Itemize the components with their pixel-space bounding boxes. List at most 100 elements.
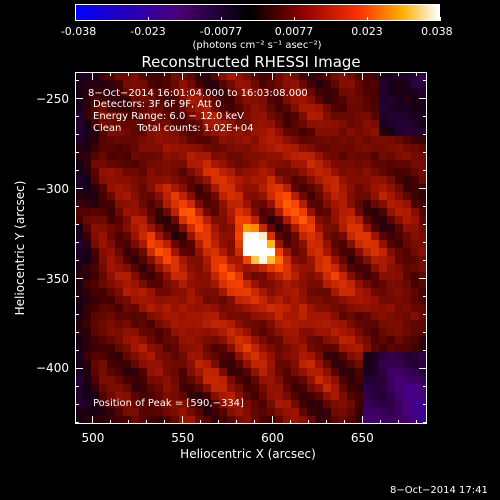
x-minor-tick xyxy=(343,72,345,76)
heatmap-cell xyxy=(99,408,108,417)
heatmap-cell xyxy=(107,184,116,193)
heatmap-cell xyxy=(91,320,100,329)
heatmap-cell xyxy=(355,248,364,257)
heatmap-cell xyxy=(75,240,84,249)
heatmap-cell xyxy=(411,264,420,273)
heatmap-cell xyxy=(307,72,316,81)
heatmap-cell xyxy=(99,120,108,129)
heatmap-cell xyxy=(267,232,276,241)
heatmap-cell xyxy=(323,136,332,145)
heatmap-cell xyxy=(299,232,308,241)
heatmap-cell xyxy=(259,104,268,113)
heatmap-cell xyxy=(299,200,308,209)
heatmap-cell xyxy=(243,88,252,97)
x-tick-label: 550 xyxy=(171,431,195,445)
heatmap-cell xyxy=(83,160,92,169)
heatmap-cell xyxy=(307,328,316,337)
x-minor-tick xyxy=(146,420,148,424)
heatmap-cell xyxy=(315,328,324,337)
heatmap-cell xyxy=(171,104,180,113)
heatmap-cell xyxy=(411,240,420,249)
heatmap-cell xyxy=(179,160,188,169)
colorbar-tick-mark xyxy=(293,17,295,21)
heatmap-cell xyxy=(163,392,172,401)
heatmap-cell xyxy=(99,368,108,377)
heatmap-cell xyxy=(187,208,196,217)
heatmap-cell xyxy=(139,360,148,369)
heatmap-cell xyxy=(131,360,140,369)
heatmap-cell xyxy=(323,360,332,369)
x-minor-tick xyxy=(236,420,238,424)
heatmap-cell xyxy=(283,80,292,89)
x-minor-tick xyxy=(325,72,327,76)
heatmap-cell xyxy=(139,144,148,153)
heatmap-cell xyxy=(307,136,316,145)
heatmap-cell xyxy=(251,96,260,105)
heatmap-cell xyxy=(331,88,340,97)
heatmap-cell xyxy=(395,256,404,265)
heatmap-cell xyxy=(323,392,332,401)
heatmap-cell xyxy=(419,264,427,273)
heatmap-cell xyxy=(107,256,116,265)
heatmap-cell xyxy=(235,360,244,369)
heatmap-cell xyxy=(315,200,324,209)
heatmap-cell xyxy=(131,272,140,281)
heatmap-cell xyxy=(419,248,427,257)
heatmap-cell xyxy=(387,352,396,361)
heatmap-cell xyxy=(83,192,92,201)
heatmap-cell xyxy=(75,408,84,417)
heatmap-cell xyxy=(163,136,172,145)
heatmap-cell xyxy=(147,280,156,289)
heatmap-cell xyxy=(379,136,388,145)
x-minor-tick xyxy=(397,72,399,76)
heatmap-cell xyxy=(91,312,100,321)
heatmap-cell xyxy=(171,88,180,97)
heatmap-cell xyxy=(203,216,212,225)
colorbar-tick-mark xyxy=(220,17,222,21)
heatmap-cell xyxy=(75,112,84,121)
heatmap-cell xyxy=(363,184,372,193)
heatmap-cell xyxy=(307,384,316,393)
heatmap-cell xyxy=(331,240,340,249)
x-tick-mark xyxy=(361,72,363,80)
heatmap-cell xyxy=(267,208,276,217)
heatmap-cell xyxy=(347,328,356,337)
heatmap-cell xyxy=(395,80,404,89)
heatmap-cell xyxy=(283,336,292,345)
heatmap-cell xyxy=(403,248,412,257)
heatmap-cell xyxy=(147,376,156,385)
heatmap-cell xyxy=(355,176,364,185)
heatmap-cell xyxy=(283,144,292,153)
heatmap-cell xyxy=(419,280,427,289)
heatmap-cell xyxy=(387,224,396,233)
heatmap-cell xyxy=(395,296,404,305)
heatmap-cell xyxy=(187,296,196,305)
heatmap-cell xyxy=(219,128,228,137)
heatmap-cell xyxy=(323,384,332,393)
heatmap-cell xyxy=(179,416,188,424)
heatmap-cell xyxy=(219,384,228,393)
heatmap-cell xyxy=(387,400,396,409)
heatmap-cell xyxy=(139,304,148,313)
heatmap-cell xyxy=(411,136,420,145)
heatmap-cell xyxy=(203,344,212,353)
heatmap-cell xyxy=(99,400,108,409)
heatmap-cell xyxy=(283,368,292,377)
heatmap-cell xyxy=(187,264,196,273)
heatmap-cell xyxy=(107,232,116,241)
heatmap-cell xyxy=(363,216,372,225)
heatmap-cell xyxy=(243,136,252,145)
heatmap-cell xyxy=(155,304,164,313)
heatmap-cell xyxy=(123,272,132,281)
heatmap-cell xyxy=(123,176,132,185)
heatmap-cell xyxy=(131,144,140,153)
heatmap-cell xyxy=(171,168,180,177)
heatmap-cell xyxy=(163,408,172,417)
heatmap-cell xyxy=(115,312,124,321)
heatmap-cell xyxy=(131,120,140,129)
heatmap-cell xyxy=(227,88,236,97)
heatmap-cell xyxy=(163,400,172,409)
heatmap-cell xyxy=(307,120,316,129)
heatmap-cell xyxy=(387,296,396,305)
colorbar-gradient xyxy=(76,5,439,20)
